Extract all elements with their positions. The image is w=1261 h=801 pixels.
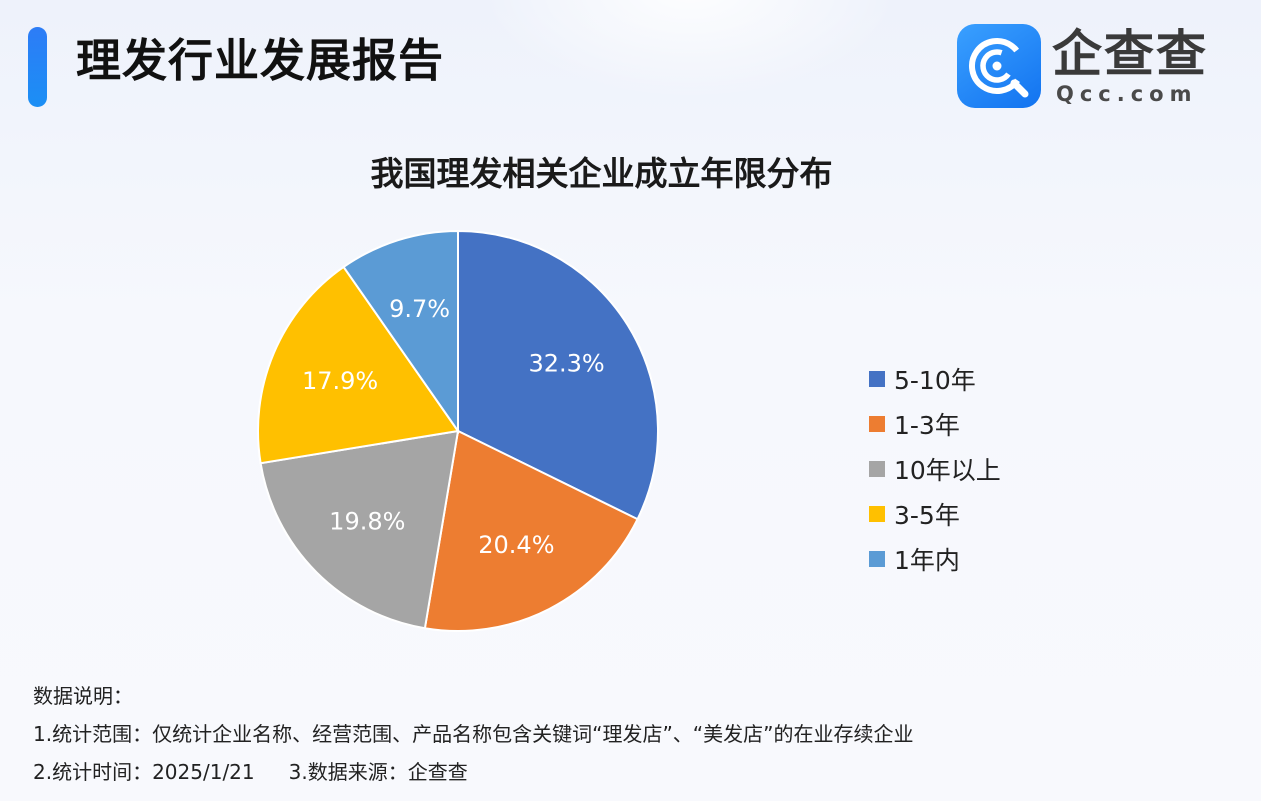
legend-swatch-1	[869, 370, 885, 387]
legend-label-1: 5-10年	[894, 365, 976, 395]
legend-item-4: 3-5年	[869, 491, 1001, 536]
legend-label-3: 10年以上	[894, 455, 1001, 485]
pie-data-label-2: 20.4%	[478, 531, 554, 559]
notes-source: 3.数据来源：企查查	[288, 760, 468, 784]
brand-logo: 企查查 Qcc.com	[957, 24, 1237, 108]
qcc-logo-icon	[957, 24, 1041, 108]
legend-item-3: 10年以上	[869, 446, 1001, 491]
legend-item-5: 1年内	[869, 536, 1001, 581]
pie-data-label-5: 9.7%	[389, 295, 450, 323]
chart-legend: 5-10年 1-3年 10年以上 3-5年 1年内	[869, 356, 1001, 581]
pie-data-label-4: 17.9%	[302, 367, 378, 395]
pie-slice-4	[257, 265, 460, 465]
report-title: 理发行业发展报告	[76, 34, 445, 87]
legend-swatch-5	[869, 550, 885, 567]
legend-swatch-4	[869, 505, 885, 522]
pie-slice-2	[423, 429, 639, 632]
pie-slices	[257, 229, 659, 632]
legend-label-5: 1年内	[894, 545, 960, 575]
chart-title: 我国理发相关企业成立年限分布	[370, 154, 833, 193]
title-accent-bar	[28, 27, 47, 107]
legend-label-4: 3-5年	[894, 500, 960, 530]
pie-slice-3	[259, 429, 460, 630]
notes-time: 2.统计时间：2025/1/21	[33, 760, 255, 784]
legend-swatch-3	[869, 460, 885, 477]
pie-slice-1	[457, 229, 659, 521]
data-notes: 数据说明： 1.统计范围：仅统计企业名称、经营范围、产品名称包含关键词“理发店”…	[33, 677, 914, 791]
brand-name: 企查查	[1052, 25, 1208, 83]
legend-swatch-2	[869, 415, 885, 432]
notes-heading: 数据说明：	[33, 684, 133, 708]
legend-item-2: 1-3年	[869, 401, 1001, 446]
legend-item-1: 5-10年	[869, 356, 1001, 401]
brand-domain: Qcc.com	[1056, 82, 1198, 106]
pie-data-label-1: 32.3%	[528, 349, 604, 377]
notes-scope: 1.统计范围：仅统计企业名称、经营范围、产品名称包含关键词“理发店”、“美发店”…	[33, 722, 914, 746]
pie-data-label-3: 19.8%	[329, 507, 405, 535]
pie-slice-5	[342, 229, 459, 435]
notes-time-source: 2.统计时间：2025/1/21 3.数据来源：企查查	[33, 753, 914, 791]
legend-label-2: 1-3年	[894, 410, 960, 440]
pie-labels: 32.3% 20.4% 19.8% 17.9% 9.7%	[302, 295, 605, 559]
